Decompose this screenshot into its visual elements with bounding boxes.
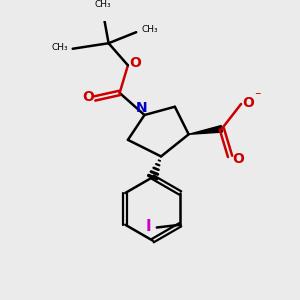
Text: O: O bbox=[242, 96, 254, 110]
Text: N: N bbox=[136, 101, 148, 115]
Text: O: O bbox=[82, 90, 94, 104]
Text: CH₃: CH₃ bbox=[95, 0, 111, 9]
Polygon shape bbox=[189, 125, 222, 134]
Text: CH₃: CH₃ bbox=[142, 25, 158, 34]
Text: O: O bbox=[129, 56, 141, 70]
Text: O: O bbox=[232, 152, 244, 166]
Text: CH₃: CH₃ bbox=[52, 43, 69, 52]
Text: ⁻: ⁻ bbox=[254, 91, 261, 103]
Text: I: I bbox=[146, 219, 151, 234]
